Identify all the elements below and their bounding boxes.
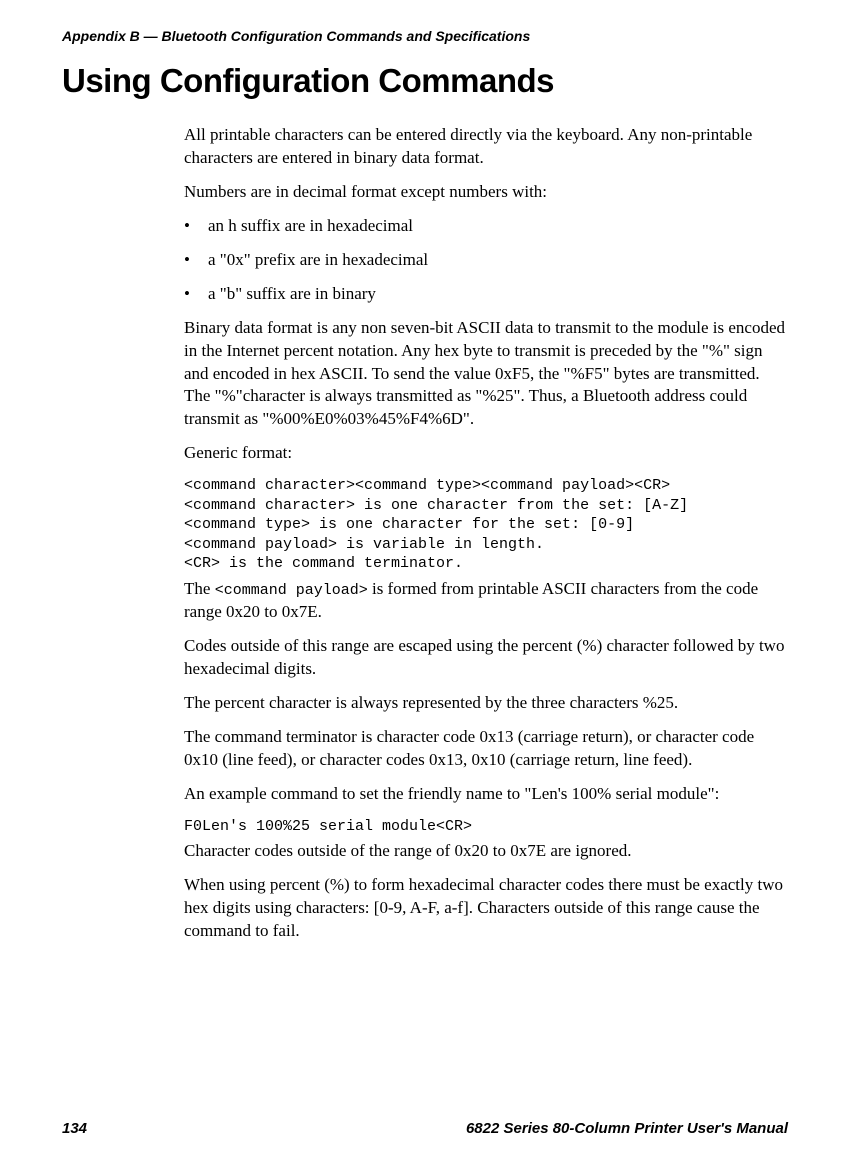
content-area: All printable characters can be entered …: [184, 124, 788, 943]
list-item: a "b" suffix are in binary: [184, 283, 788, 306]
main-heading: Using Configuration Commands: [62, 62, 788, 100]
code-block: <command character><command type><comman…: [184, 476, 788, 574]
paragraph: Generic format:: [184, 442, 788, 465]
paragraph: All printable characters can be entered …: [184, 124, 788, 170]
paragraph: Character codes outside of the range of …: [184, 840, 788, 863]
paragraph: The command terminator is character code…: [184, 726, 788, 772]
page-header: Appendix B — Bluetooth Configuration Com…: [62, 28, 788, 44]
manual-title: 6822 Series 80-Column Printer User's Man…: [466, 1120, 788, 1137]
bullet-list: an h suffix are in hexadecimal a "0x" pr…: [184, 215, 788, 306]
paragraph: Binary data format is any non seven-bit …: [184, 317, 788, 432]
paragraph: The <command payload> is formed from pri…: [184, 578, 788, 624]
list-item: a "0x" prefix are in hexadecimal: [184, 249, 788, 272]
list-item: an h suffix are in hexadecimal: [184, 215, 788, 238]
paragraph: When using percent (%) to form hexadecim…: [184, 874, 788, 943]
paragraph: An example command to set the friendly n…: [184, 783, 788, 806]
page-footer: 134 6822 Series 80-Column Printer User's…: [62, 1120, 788, 1137]
code-block: F0Len's 100%25 serial module<CR>: [184, 817, 788, 837]
text-fragment: The: [184, 579, 215, 598]
paragraph: The percent character is always represen…: [184, 692, 788, 715]
page-number: 134: [62, 1120, 87, 1137]
paragraph: Codes outside of this range are escaped …: [184, 635, 788, 681]
appendix-title: Appendix B — Bluetooth Configuration Com…: [62, 28, 530, 44]
code-inline: <command payload>: [215, 582, 368, 599]
paragraph: Numbers are in decimal format except num…: [184, 181, 788, 204]
